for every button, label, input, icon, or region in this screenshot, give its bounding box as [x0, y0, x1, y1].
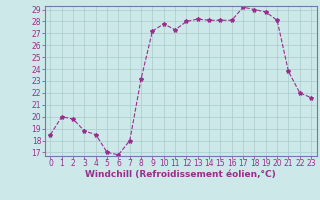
X-axis label: Windchill (Refroidissement éolien,°C): Windchill (Refroidissement éolien,°C)	[85, 170, 276, 179]
